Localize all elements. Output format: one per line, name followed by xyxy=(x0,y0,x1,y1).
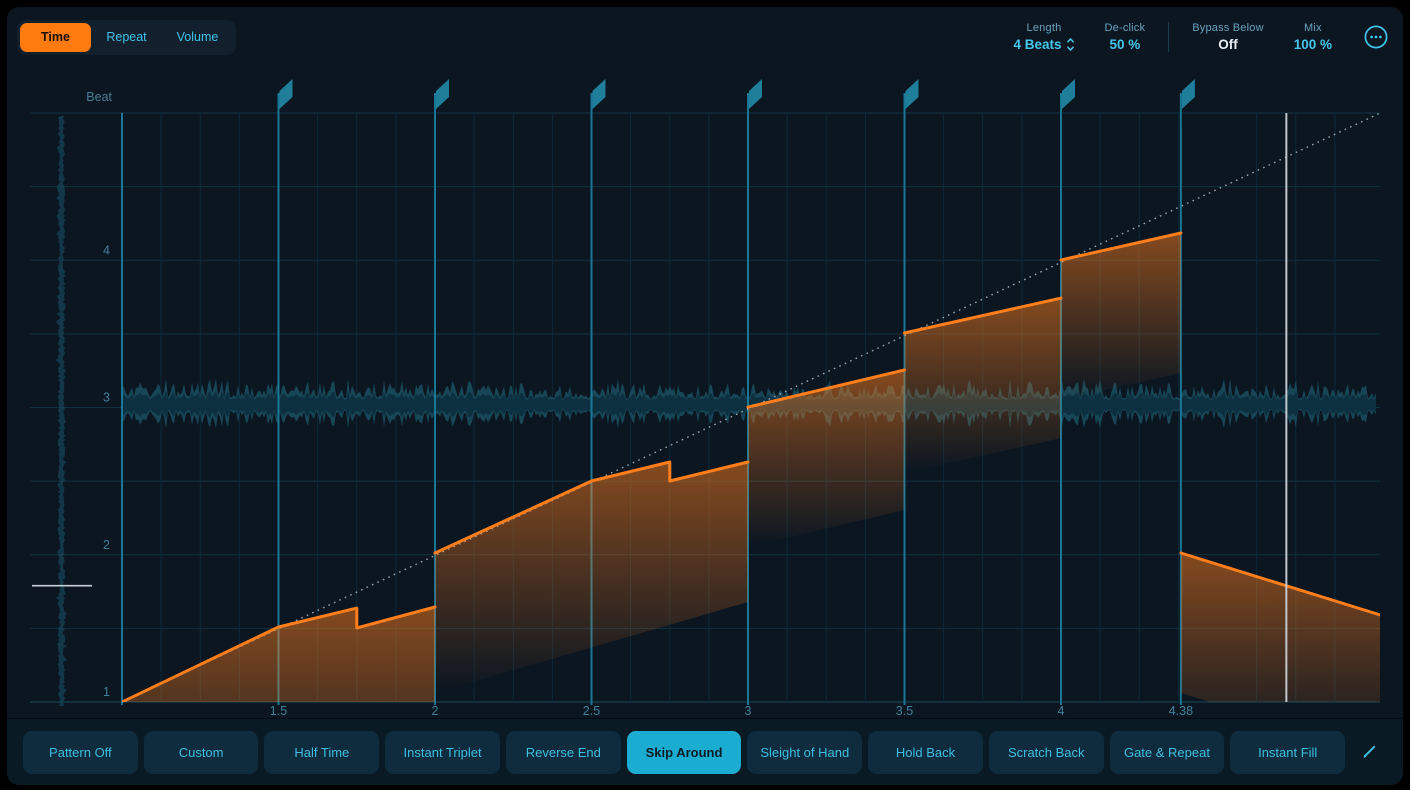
pattern-sleight-of-hand[interactable]: Sleight of Hand xyxy=(747,730,863,774)
time-curve-segments[interactable] xyxy=(122,231,1380,785)
y-tick-label: 4 xyxy=(103,243,110,257)
beat-markers[interactable] xyxy=(279,79,1195,109)
pattern-buttons: Pattern Off Custom Half Time Instant Triple… xyxy=(23,730,1346,774)
pencil-icon xyxy=(1363,745,1376,758)
beat-flag-icon[interactable] xyxy=(1181,79,1195,109)
axis-labels: Beat 1 2 3 4 1.5 2 2.5 3 3.5 4 4.38 xyxy=(86,90,1193,718)
header-controls: Length 4 Beats De-click 50 % Bypass Below Off… xyxy=(998,22,1391,52)
x-tick-label: 2 xyxy=(432,704,439,718)
x-tick-label: 1.5 xyxy=(270,704,287,718)
header: Time Repeat Volume Length 4 Beats De-click 50… xyxy=(17,14,1391,60)
pattern-hold-back[interactable]: Hold Back xyxy=(868,730,983,774)
param-bypass-below[interactable]: Bypass Below Off xyxy=(1192,22,1264,52)
beat-flag-icon[interactable] xyxy=(905,79,919,109)
param-mix[interactable]: Mix 100 % xyxy=(1294,22,1332,52)
param-value: 100 % xyxy=(1293,37,1332,52)
pattern-custom[interactable]: Custom xyxy=(143,730,259,774)
pattern-scratch-back[interactable]: Scratch Back xyxy=(988,730,1104,774)
param-value: 4 Beats xyxy=(1013,37,1062,52)
pattern-pattern-off[interactable]: Pattern Off xyxy=(23,730,138,774)
stepper-icon[interactable] xyxy=(1066,37,1075,52)
more-options-button[interactable] xyxy=(1361,22,1391,52)
y-axis-title: Beat xyxy=(86,90,112,104)
tab-time[interactable]: Time xyxy=(20,22,91,52)
pattern-half-time[interactable]: Half Time xyxy=(264,730,380,774)
x-tick-label: 4.38 xyxy=(1169,704,1193,718)
param-label: Bypass Below xyxy=(1192,22,1264,34)
y-tick-label: 1 xyxy=(103,685,110,699)
pattern-skip-around[interactable]: Skip Around xyxy=(626,730,742,774)
pattern-bar: Pattern Off Custom Half Time Instant Triple… xyxy=(7,718,1403,785)
param-value: 50 % xyxy=(1109,37,1141,52)
x-tick-label: 3.5 xyxy=(896,704,913,718)
parameter-stats: Length 4 Beats De-click 50 % Bypass Below Off… xyxy=(998,22,1347,52)
beat-breaker-panel: Beat 1 2 3 4 1.5 2 2.5 3 3.5 4 4.38 Time Repeat Volum… xyxy=(7,7,1403,785)
param-label: Mix xyxy=(1304,22,1322,34)
beat-flag-icon[interactable] xyxy=(592,79,606,109)
pattern-gate-repeat[interactable]: Gate & Repeat xyxy=(1109,730,1225,774)
playhead xyxy=(32,113,1288,702)
time-curve-chart[interactable]: Beat 1 2 3 4 1.5 2 2.5 3 3.5 4 4.38 xyxy=(7,7,1403,785)
x-tick-label: 2.5 xyxy=(583,704,600,718)
pattern-instant-fill[interactable]: Instant Fill xyxy=(1230,730,1346,774)
y-tick-label: 3 xyxy=(103,391,110,405)
header-divider xyxy=(1168,22,1170,52)
beat-flag-icon[interactable] xyxy=(1062,79,1075,109)
beat-flag-icon[interactable] xyxy=(749,79,762,109)
param-length[interactable]: Length 4 Beats xyxy=(1013,22,1074,52)
x-tick-label: 3 xyxy=(745,704,752,718)
param-value: Off xyxy=(1218,37,1238,52)
source-waveform-vertical xyxy=(55,116,68,706)
x-tick-label: 4 xyxy=(1058,704,1065,718)
param-label: Length xyxy=(1026,22,1062,34)
beat-flag-icon[interactable] xyxy=(436,79,449,109)
tab-volume[interactable]: Volume xyxy=(162,23,233,52)
pattern-reverse-end[interactable]: Reverse End xyxy=(505,730,621,774)
tab-repeat[interactable]: Repeat xyxy=(91,23,162,52)
ellipsis-circle-icon xyxy=(1364,25,1388,49)
edit-pattern-button[interactable] xyxy=(1345,731,1393,774)
y-tick-label: 2 xyxy=(103,538,110,552)
view-tabs: Time Repeat Volume xyxy=(17,19,236,55)
param-label: De-click xyxy=(1104,22,1146,34)
param-de-click[interactable]: De-click 50 % xyxy=(1105,22,1146,52)
beat-flag-icon[interactable] xyxy=(279,79,293,109)
pattern-instant-triplet[interactable]: Instant Triplet xyxy=(385,730,500,774)
